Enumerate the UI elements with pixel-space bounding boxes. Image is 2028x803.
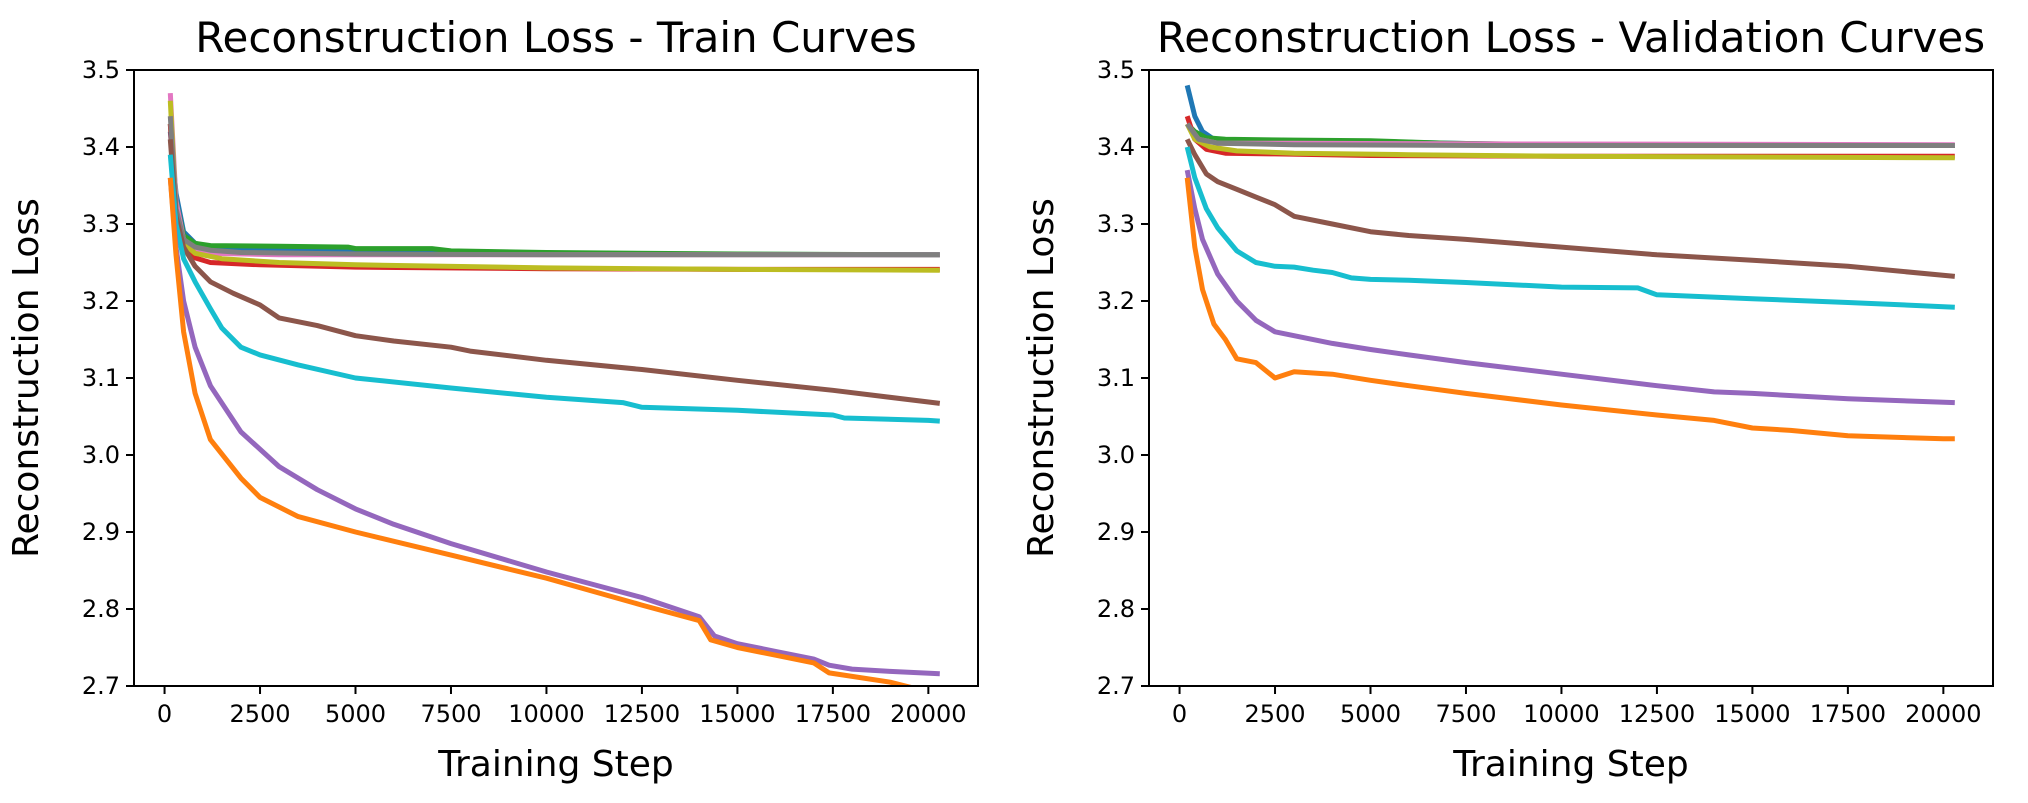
y-tick-label: 2.7 [82, 672, 120, 700]
validation-series-line-2 [1184, 115, 1955, 159]
y-tick-label: 3.0 [1097, 441, 1135, 469]
validation-chart-title: Reconstruction Loss - Validation Curves [1157, 13, 1985, 62]
x-tick-label: 17500 [795, 700, 871, 728]
x-tick-label: 15000 [1714, 700, 1790, 728]
x-tick-label: 2500 [1244, 700, 1305, 728]
x-tick-label: 5000 [325, 700, 386, 728]
x-tick-label: 7500 [1435, 700, 1496, 728]
train-series-line-9 [167, 177, 916, 686]
train-series-line-0 [167, 131, 940, 258]
y-tick-label: 3.2 [82, 287, 120, 315]
train-chart-title: Reconstruction Loss - Train Curves [195, 13, 917, 62]
validation-x-axis-label: Training Step [1452, 744, 1688, 785]
x-tick-label: 10000 [508, 700, 584, 728]
y-tick-label: 3.3 [82, 210, 120, 238]
train-series-line-1 [167, 123, 940, 258]
y-tick-label: 3.0 [82, 441, 120, 469]
x-tick-label: 5000 [1340, 700, 1401, 728]
train-series-line-5 [167, 116, 940, 258]
x-tick-label: 17500 [1810, 700, 1886, 728]
x-tick-label: 10000 [1523, 700, 1599, 728]
validation-curves-panel: Reconstruction Loss - Validation Curves 0… [1021, 13, 1994, 785]
validation-series-line-0 [1184, 84, 1955, 148]
x-tick-label: 15000 [699, 700, 775, 728]
x-tick-label: 12500 [604, 700, 680, 728]
y-tick-label: 2.8 [1097, 595, 1135, 623]
y-tick-label: 3.4 [82, 133, 120, 161]
train-series-line-6 [167, 139, 941, 406]
x-tick-label: 0 [1172, 700, 1187, 728]
x-tick-label: 12500 [1619, 700, 1695, 728]
y-tick-label: 3.1 [82, 364, 120, 392]
series-group [167, 92, 941, 686]
y-tick-label: 2.8 [82, 595, 120, 623]
x-tick-label: 0 [157, 700, 172, 728]
x-tick-label: 20000 [1905, 700, 1981, 728]
train-curves-panel: Reconstruction Loss - Train Curves 0 2500 5… [6, 13, 979, 785]
validation-series-line-5 [1185, 122, 1955, 148]
series-group [1184, 84, 1956, 442]
y-tick-label: 3.5 [1097, 56, 1135, 84]
validation-series-line-8 [1184, 169, 1955, 406]
y-tick-label: 3.2 [1097, 287, 1135, 315]
y-tick-label: 3.3 [1097, 210, 1135, 238]
validation-series-line-9 [1184, 177, 1955, 442]
x-tick-label: 7500 [420, 700, 481, 728]
train-x-axis-label: Training Step [437, 744, 673, 785]
x-tick-label: 2500 [229, 700, 290, 728]
y-tick-label: 3.5 [82, 56, 120, 84]
train-series-line-8 [167, 177, 940, 677]
y-tick-label: 2.9 [82, 518, 120, 546]
y-tick-label: 2.9 [1097, 518, 1135, 546]
train-y-axis-label: Reconstruction Loss [6, 198, 47, 558]
train-series-line-7 [167, 154, 940, 424]
validation-series-line-7 [1184, 146, 1955, 310]
validation-series-line-6 [1184, 138, 1956, 279]
y-tick-label: 3.4 [1097, 133, 1135, 161]
y-tick-label: 3.1 [1097, 364, 1135, 392]
x-tick-label: 20000 [890, 700, 966, 728]
train-series-line-3 [167, 92, 940, 258]
validation-y-axis-label: Reconstruction Loss [1021, 198, 1062, 558]
y-tick-label: 2.7 [1097, 672, 1135, 700]
train-plot-frame [133, 69, 979, 687]
validation-series-line-3 [1185, 122, 1955, 148]
